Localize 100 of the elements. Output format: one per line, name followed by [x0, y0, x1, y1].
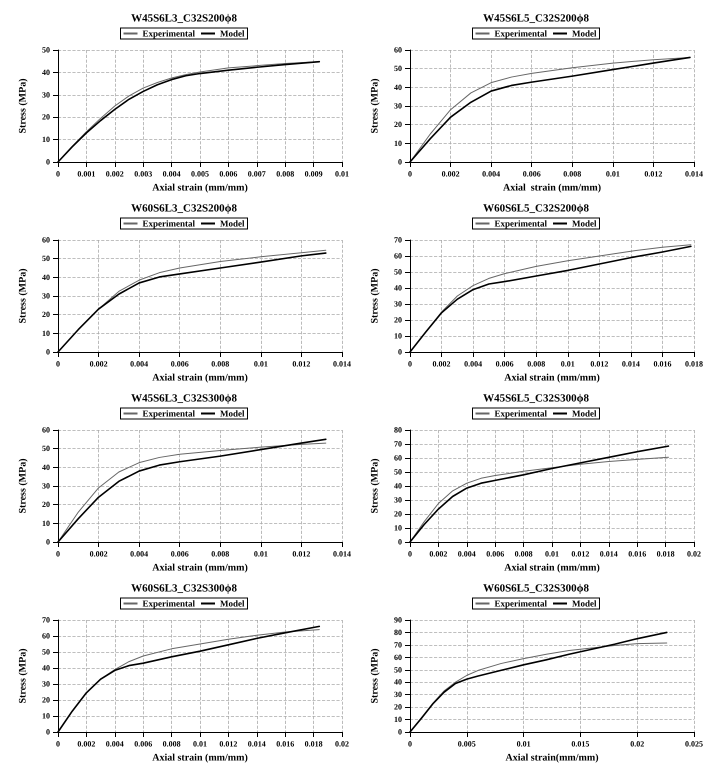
x-tick-label: 0.012 — [292, 360, 310, 368]
y-tick-label: 40 — [394, 678, 402, 687]
x-tick-label: 0.004 — [130, 550, 148, 558]
y-tick-label: 60 — [42, 632, 50, 640]
x-tick-label: 0.006 — [522, 170, 541, 178]
y-tick-label: 60 — [394, 252, 402, 260]
x-tick-label: 0.01 — [193, 740, 207, 748]
y-tick-label: 50 — [394, 268, 402, 276]
y-tick-label: 60 — [394, 454, 402, 462]
x-tick-label: 0.008 — [211, 360, 230, 368]
y-tick-label: 20 — [394, 120, 402, 130]
y-tick-label: 30 — [42, 90, 50, 100]
y-tick-label: 20 — [42, 500, 50, 510]
y-tick-label: 80 — [394, 628, 402, 637]
y-tick-label: 10 — [394, 332, 402, 340]
y-tick-label: 50 — [394, 468, 402, 476]
x-tick-label: 0.006 — [219, 170, 238, 178]
x-tick-label: 0 — [56, 550, 60, 558]
x-tick-label: 0.012 — [219, 740, 238, 748]
x-tick-label: 0 — [56, 360, 60, 368]
y-axis-title: Stress (MPa) — [370, 458, 380, 514]
chart-title: W45S6L5_C32S300ϕ8 — [483, 392, 590, 404]
x-axis-title: Axial strain(mm/mm) — [505, 752, 599, 764]
y-tick-label: 20 — [42, 112, 50, 122]
y-tick-label: 30 — [42, 292, 50, 300]
legend-label: Experimental — [494, 598, 548, 608]
y-tick-label: 60 — [42, 236, 50, 244]
x-tick-label: 0.002 — [106, 170, 124, 178]
y-tick-label: 0 — [398, 158, 402, 166]
y-tick-label: 20 — [42, 696, 50, 704]
x-axis-title: Axial strain (mm/mm) — [152, 372, 248, 384]
x-tick-label: 0.01 — [606, 170, 620, 178]
legend-label: Experimental — [142, 218, 196, 228]
legend-label: Experimental — [494, 218, 548, 228]
x-tick-label: 0.004 — [106, 740, 124, 748]
x-tick-label: 0.008 — [276, 170, 294, 178]
y-tick-label: 10 — [42, 328, 50, 338]
y-tick-label: 0 — [46, 158, 50, 166]
chart-title: W60S6L5_C32S200ϕ8 — [483, 202, 590, 214]
legend-label: Model — [220, 218, 245, 228]
x-tick-label: 0.01 — [254, 550, 268, 558]
x-tick-label: 0.005 — [191, 170, 209, 178]
x-tick-label: 0.014 — [248, 740, 266, 748]
x-tick-label: 0.014 — [333, 550, 351, 558]
y-tick-label: 30 — [42, 482, 50, 490]
x-tick-label: 0.015 — [571, 740, 590, 748]
y-tick-label: 70 — [394, 440, 402, 448]
chart-title: W60S6L3_C32S300ϕ8 — [131, 582, 238, 594]
y-axis-title: Stress (MPa) — [370, 648, 380, 704]
y-tick-label: 0 — [46, 538, 50, 546]
y-tick-label: 60 — [394, 46, 402, 54]
y-tick-label: 20 — [42, 310, 50, 320]
y-tick-label: 40 — [42, 68, 50, 77]
y-tick-label: 30 — [394, 300, 402, 308]
x-tick-label: 0.006 — [170, 360, 189, 368]
x-axis-title: Axial strain (mm/mm) — [504, 562, 600, 574]
y-tick-label: 40 — [42, 462, 50, 472]
x-tick-label: 0.01 — [545, 550, 559, 558]
y-tick-label: 50 — [42, 444, 50, 454]
legend-label: Model — [220, 408, 245, 418]
legend-label: Model — [220, 598, 245, 608]
x-tick-label: 0.009 — [304, 170, 323, 178]
x-axis-title: Axial strain (mm/mm) — [152, 182, 248, 194]
x-tick-label: 0.01 — [516, 740, 531, 748]
x-tick-label: 0.02 — [335, 740, 349, 748]
y-tick-label: 20 — [394, 510, 402, 518]
x-tick-label: 0.006 — [170, 550, 189, 558]
x-tick-label: 0.002 — [442, 170, 460, 178]
chart-title: W60S6L3_C32S200ϕ8 — [131, 202, 238, 214]
y-tick-label: 30 — [394, 102, 402, 110]
x-tick-label: 0.02 — [687, 550, 701, 558]
y-tick-label: 40 — [394, 82, 402, 92]
x-axis-title: Axial strain (mm/mm) — [152, 562, 248, 574]
x-tick-label: 0.008 — [527, 360, 546, 368]
x-tick-label: 0.004 — [130, 360, 148, 368]
x-tick-label: 0.002 — [432, 360, 451, 368]
y-tick-label: 50 — [42, 648, 50, 656]
y-tick-label: 40 — [394, 482, 402, 490]
y-tick-label: 0 — [398, 348, 402, 356]
y-tick-label: 10 — [394, 715, 402, 724]
x-tick-label: 0.012 — [590, 360, 608, 368]
x-tick-label: 0.008 — [162, 740, 181, 748]
x-tick-label: 0.025 — [685, 740, 703, 748]
x-tick-label: 0.001 — [77, 170, 96, 178]
legend-label: Model — [572, 598, 597, 608]
x-tick-label: 0.006 — [486, 550, 504, 558]
y-tick-label: 0 — [46, 348, 50, 356]
x-tick-label: 0.002 — [77, 740, 96, 748]
legend-label: Experimental — [142, 28, 196, 38]
y-tick-label: 10 — [42, 712, 50, 720]
x-tick-label: 0.008 — [563, 170, 582, 178]
y-tick-label: 30 — [42, 680, 50, 688]
y-tick-label: 0 — [46, 728, 50, 736]
x-tick-label: 0.018 — [304, 740, 323, 748]
y-tick-label: 10 — [394, 138, 402, 148]
y-tick-label: 0 — [398, 538, 402, 546]
y-tick-label: 50 — [42, 46, 50, 54]
legend-label: Experimental — [142, 408, 196, 418]
x-axis-title: Axial strain (mm/mm) — [502, 182, 602, 194]
x-tick-label: 0.014 — [622, 360, 640, 368]
